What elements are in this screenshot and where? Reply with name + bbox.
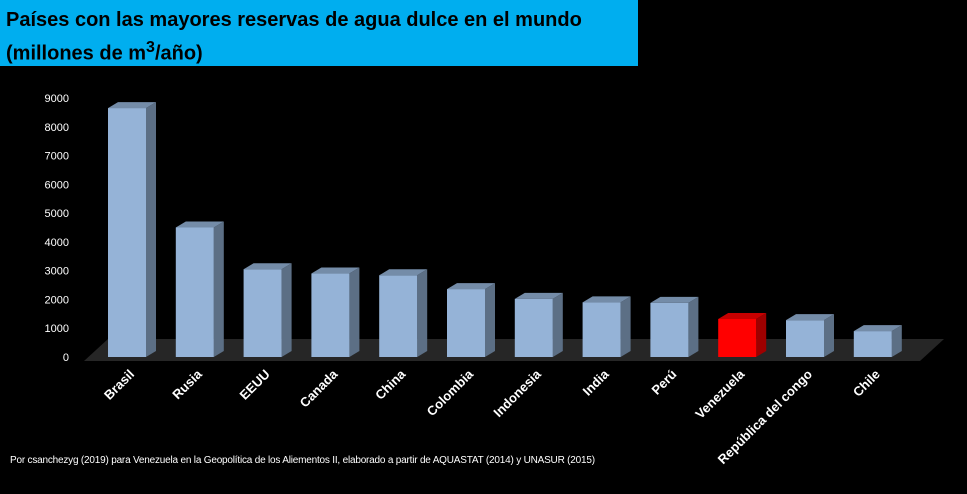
bar-top — [718, 313, 767, 320]
x-tick-label: China — [372, 366, 409, 403]
y-tick-label: 4000 — [45, 237, 69, 249]
bar-top — [243, 263, 292, 270]
chart-subtitle: (millones de m3/año) — [6, 34, 638, 68]
bar — [447, 289, 485, 357]
bar-top — [582, 296, 631, 303]
y-tick-label: 5000 — [45, 208, 69, 220]
bar — [853, 331, 892, 357]
y-tick-label: 6000 — [45, 179, 69, 191]
x-tick-label: Rusia — [169, 366, 205, 402]
x-tick-label: Perú — [648, 366, 679, 397]
bar-top — [650, 296, 699, 303]
y-tick-label: 2000 — [45, 294, 69, 306]
bar-side — [146, 102, 156, 357]
bar — [108, 108, 146, 357]
bar-side — [552, 292, 563, 357]
bar — [379, 275, 418, 357]
y-tick-label: 1000 — [45, 323, 69, 335]
bar — [514, 298, 553, 357]
source-note: Por csanchezyg (2019) para Venezuela en … — [10, 455, 595, 466]
bar-top — [379, 269, 428, 276]
bar — [718, 319, 757, 357]
bar — [650, 302, 689, 357]
bar-side — [688, 296, 699, 357]
bar-side — [281, 263, 292, 357]
bar-side — [417, 269, 428, 357]
bar-top — [786, 314, 834, 321]
bar-side — [349, 267, 360, 357]
bar-top — [108, 102, 156, 109]
y-tick-label: 7000 — [45, 151, 69, 163]
bar-top — [175, 221, 224, 228]
y-tick-label: 3000 — [45, 266, 69, 278]
bar-side — [891, 325, 902, 357]
x-tick-label: Canada — [297, 366, 341, 410]
bar — [311, 273, 350, 357]
x-tick-label: EEUU — [237, 367, 273, 403]
bar-top — [514, 292, 563, 299]
y-tick-label: 9000 — [45, 93, 69, 105]
x-tick-label: Chile — [850, 367, 883, 400]
bar-side — [824, 314, 834, 357]
x-tick-label: Venezuela — [692, 366, 748, 422]
bar — [243, 269, 282, 357]
subtitle-prefix: (millones de m — [6, 42, 147, 65]
bar — [582, 302, 621, 357]
bar-side — [756, 313, 767, 357]
bar-top — [447, 283, 495, 290]
bar-side — [620, 296, 631, 357]
bar-top — [311, 267, 360, 274]
x-tick-label: Colombia — [424, 366, 477, 419]
subtitle-suffix: /año) — [154, 42, 203, 65]
bar — [786, 320, 824, 357]
bar-side — [213, 221, 224, 357]
bar — [175, 227, 214, 357]
bar-side — [485, 283, 495, 357]
subtitle-superscript: 3 — [146, 39, 155, 56]
x-tick-label: Indonesia — [490, 366, 544, 420]
chart-title: Países con las mayores reservas de agua … — [6, 9, 582, 31]
chart-title-box: Países con las mayores reservas de agua … — [0, 0, 638, 66]
y-tick-label: 0 — [63, 352, 69, 364]
x-tick-label: India — [580, 366, 613, 399]
bar-top — [853, 325, 902, 332]
x-tick-label: Brasil — [101, 367, 137, 403]
y-tick-label: 8000 — [45, 122, 69, 134]
